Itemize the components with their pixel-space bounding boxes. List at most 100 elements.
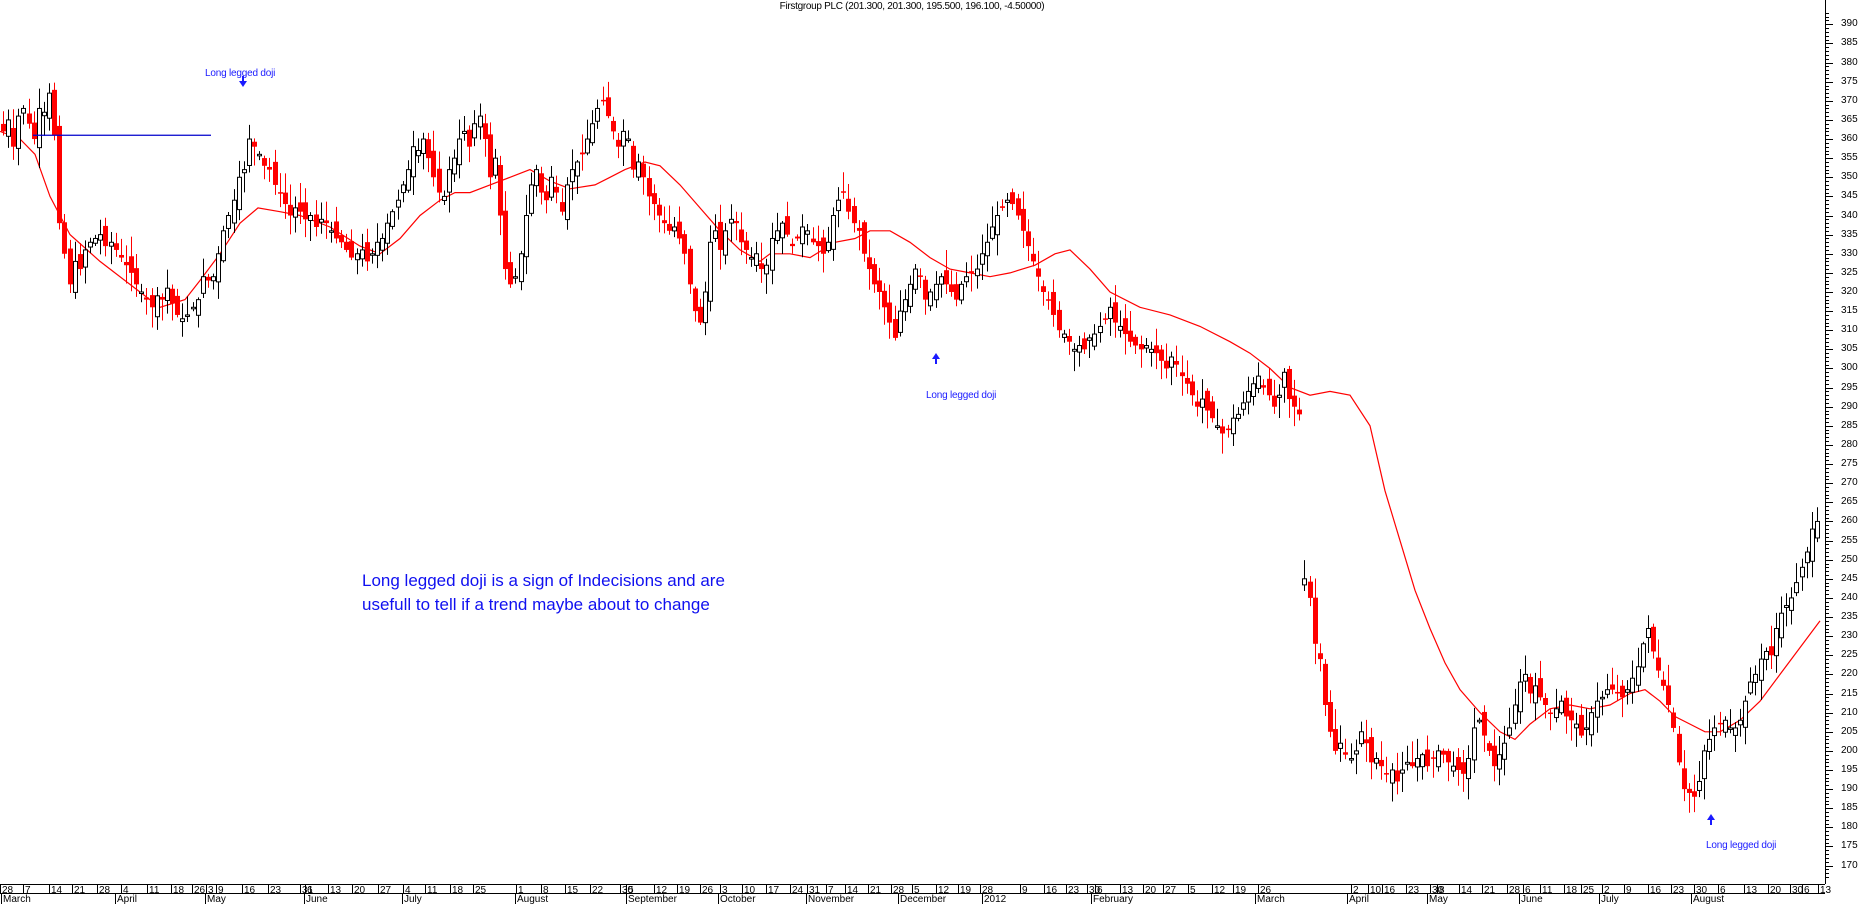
y-tick-label: 320	[1841, 286, 1858, 297]
x-day-label: 13	[1746, 885, 1758, 896]
x-day-label: 21	[74, 885, 86, 896]
x-day-label: 6	[1525, 885, 1531, 896]
x-day-label: 23	[1673, 885, 1685, 896]
x-month-label: March	[1257, 894, 1285, 905]
x-day-label: 30	[622, 885, 634, 896]
x-day-label: 11	[427, 885, 438, 896]
x-month-label: November	[808, 894, 855, 905]
x-day-label: 4	[123, 885, 129, 896]
x-day-label: 30	[1792, 885, 1804, 896]
x-day-label: 20	[354, 885, 366, 896]
x-day-label: 15	[567, 885, 579, 896]
candlesticks	[1, 81, 1820, 813]
y-tick-label: 335	[1841, 228, 1858, 240]
x-month-label: April	[1349, 894, 1370, 905]
y-tick-label: 270	[1841, 477, 1858, 489]
x-day-label: 9	[1022, 885, 1028, 896]
x-day-label: 30	[1696, 885, 1708, 896]
x-day-label: 25	[475, 885, 487, 896]
x-day-label: 16	[1384, 885, 1396, 896]
note-line-1: Long legged doji is a sign of Indecision…	[362, 571, 725, 590]
x-day-label: 30	[1089, 885, 1101, 896]
x-month-label: August	[1693, 894, 1725, 905]
x-day-label: 28	[1509, 885, 1521, 896]
y-tick-label: 340	[1841, 209, 1858, 221]
x-day-label: 28	[893, 885, 905, 896]
x-day-label: 31	[809, 885, 821, 896]
x-day-label: 12	[656, 885, 668, 896]
x-month-label: July	[404, 894, 422, 905]
x-month-label: September	[628, 894, 677, 905]
x-day-label: 22	[592, 885, 604, 896]
x-day-label: 16	[1650, 885, 1662, 896]
y-tick-label: 290	[1841, 400, 1858, 412]
x-day-label: 11	[1542, 885, 1553, 896]
x-day-label: 14	[847, 885, 859, 896]
x-day-label: 10	[744, 885, 756, 896]
y-tick-label: 265	[1841, 496, 1858, 508]
x-day-label: 31	[302, 885, 314, 896]
y-tick-label: 250	[1841, 553, 1858, 565]
x-day-label: 21	[870, 885, 882, 896]
x-day-label: 23	[1068, 885, 1080, 896]
y-tick-label: 325	[1841, 266, 1858, 278]
y-tick-label: 235	[1841, 611, 1858, 623]
x-day-label: 14	[1461, 885, 1473, 896]
x-day-label: 5	[914, 885, 920, 896]
y-tick-label: 295	[1841, 381, 1858, 393]
x-day-label: 17	[768, 885, 780, 896]
x-day-label: 28	[99, 885, 111, 896]
x-month-label: February	[1093, 894, 1134, 905]
x-day-label: 28	[982, 885, 994, 896]
doji-label-1: Long legged doji	[205, 68, 276, 79]
y-tick-label: 390	[1841, 18, 1858, 30]
x-day-label: 14	[51, 885, 63, 896]
x-day-label: 16	[1046, 885, 1058, 896]
x-day-label: 7	[25, 885, 31, 896]
x-day-label: 25	[1583, 885, 1595, 896]
x-day-label: 13	[1820, 885, 1832, 896]
y-tick-label: 345	[1841, 190, 1858, 202]
x-day-label: 27	[380, 885, 392, 896]
y-tick-label: 175	[1841, 840, 1858, 852]
x-day-label: 1	[518, 885, 524, 896]
y-tick-label: 280	[1841, 438, 1858, 450]
y-tick-label: 255	[1841, 534, 1858, 546]
x-month-label: April	[117, 894, 138, 905]
y-tick-label: 210	[1841, 706, 1858, 718]
x-day-label: 19	[679, 885, 691, 896]
x-day-label: 27	[1165, 885, 1177, 896]
x-day-label: 2	[1353, 885, 1359, 896]
x-day-label: 11	[149, 885, 160, 896]
x-day-label: 13	[1122, 885, 1134, 896]
y-tick-label: 170	[1841, 859, 1858, 871]
x-day-label: 5	[628, 885, 634, 896]
y-tick-label: 385	[1841, 37, 1858, 49]
x-day-label: 3	[208, 885, 214, 896]
y-tick-label: 205	[1841, 725, 1858, 737]
y-tick-label: 355	[1841, 152, 1858, 164]
x-day-label: 12	[1214, 885, 1226, 896]
y-tick-label: 200	[1841, 744, 1858, 756]
x-day-label: 20	[1770, 885, 1782, 896]
x-day-label: 10	[1370, 885, 1382, 896]
y-tick-label: 230	[1841, 630, 1858, 642]
y-tick-label: 185	[1841, 802, 1858, 814]
y-tick-label: 275	[1841, 458, 1858, 470]
y-tick-label: 375	[1841, 75, 1858, 87]
x-day-label: 4	[405, 885, 411, 896]
x-day-label: 13	[330, 885, 342, 896]
y-tick-label: 365	[1841, 113, 1858, 125]
x-day-label: 19	[1235, 885, 1247, 896]
doji-label-3: Long legged doji	[1706, 840, 1777, 851]
x-day-label: 16	[244, 885, 256, 896]
x-day-label: 6	[1804, 885, 1810, 896]
x-day-label: 26	[1260, 885, 1272, 896]
y-tick-label: 215	[1841, 687, 1858, 699]
x-day-label: 6	[1720, 885, 1726, 896]
x-day-label: 9	[1626, 885, 1632, 896]
x-day-label: 19	[960, 885, 972, 896]
y-tick-label: 300	[1841, 362, 1858, 374]
y-tick-label: 315	[1841, 305, 1858, 317]
y-tick-label: 180	[1841, 821, 1858, 833]
